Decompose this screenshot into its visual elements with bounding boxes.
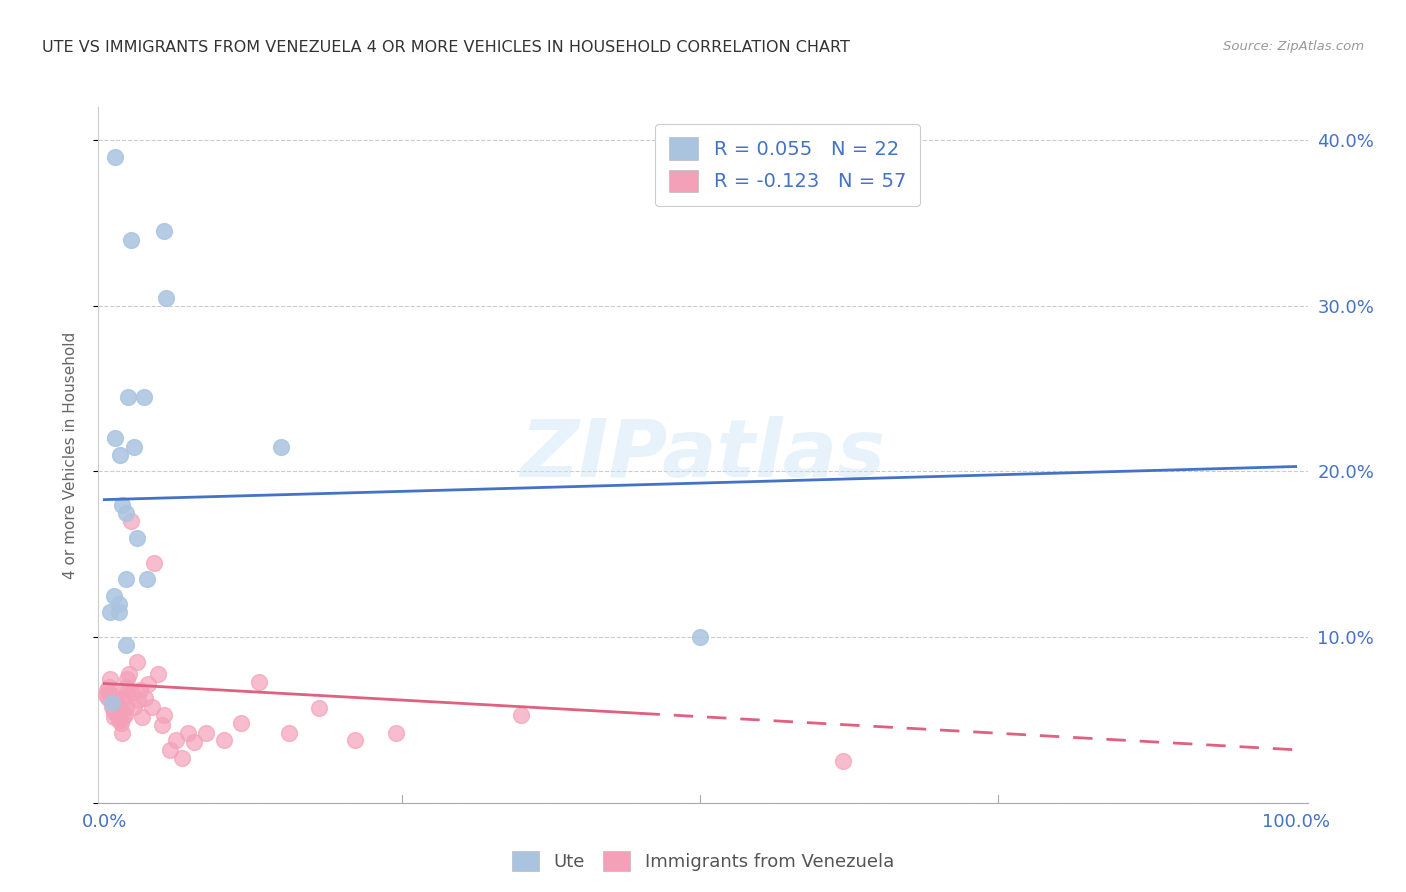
Point <box>120 514 142 528</box>
Point <box>114 699 136 714</box>
Point <box>129 683 152 698</box>
Point <box>159 743 181 757</box>
Point <box>105 693 128 707</box>
Point <box>136 572 159 586</box>
Point <box>114 680 136 694</box>
Point <box>155 291 177 305</box>
Point <box>343 732 366 747</box>
Point <box>131 709 153 723</box>
Point <box>104 431 127 445</box>
Point <box>97 691 120 706</box>
Text: UTE VS IMMIGRANTS FROM VENEZUELA 4 OR MORE VEHICLES IN HOUSEHOLD CORRELATION CHA: UTE VS IMMIGRANTS FROM VENEZUELA 4 OR MO… <box>42 40 851 55</box>
Point <box>134 691 156 706</box>
Point <box>114 506 136 520</box>
Point <box>117 390 139 404</box>
Point <box>100 688 122 702</box>
Point <box>194 726 217 740</box>
Point <box>107 699 129 714</box>
Point <box>132 390 155 404</box>
Point <box>103 709 125 723</box>
Point <box>107 605 129 619</box>
Point <box>122 699 145 714</box>
Y-axis label: 4 or more Vehicles in Household: 4 or more Vehicles in Household <box>63 331 77 579</box>
Point <box>120 233 142 247</box>
Point <box>832 755 855 769</box>
Point <box>183 734 205 748</box>
Point <box>103 705 125 719</box>
Point <box>94 688 117 702</box>
Point <box>153 708 176 723</box>
Point <box>104 699 127 714</box>
Point <box>114 708 136 723</box>
Point <box>212 732 235 747</box>
Point <box>153 224 176 238</box>
Point <box>103 589 125 603</box>
Legend: Ute, Immigrants from Venezuela: Ute, Immigrants from Venezuela <box>505 844 901 879</box>
Point <box>146 666 169 681</box>
Point <box>150 718 173 732</box>
Point <box>118 666 141 681</box>
Point <box>107 697 129 711</box>
Point <box>270 440 292 454</box>
Point <box>114 572 136 586</box>
Point <box>98 605 121 619</box>
Point <box>105 705 128 719</box>
Point <box>138 676 160 690</box>
Point <box>108 705 131 719</box>
Point <box>111 726 134 740</box>
Point <box>111 498 134 512</box>
Point <box>100 699 122 714</box>
Point <box>385 726 408 740</box>
Point <box>308 701 330 715</box>
Point <box>141 699 163 714</box>
Point <box>98 672 121 686</box>
Point <box>114 639 136 653</box>
Point <box>170 751 193 765</box>
Point <box>125 531 148 545</box>
Point <box>107 713 129 727</box>
Point <box>100 697 122 711</box>
Point <box>115 672 138 686</box>
Point <box>110 716 132 731</box>
Point <box>111 691 134 706</box>
Point <box>127 693 149 707</box>
Point <box>247 674 270 689</box>
Point <box>117 683 139 698</box>
Point <box>510 708 533 723</box>
Point <box>143 556 166 570</box>
Point <box>121 685 143 699</box>
Legend: R = 0.055   N = 22, R = -0.123   N = 57: R = 0.055 N = 22, R = -0.123 N = 57 <box>655 124 920 205</box>
Point <box>112 709 135 723</box>
Text: Source: ZipAtlas.com: Source: ZipAtlas.com <box>1223 40 1364 54</box>
Point <box>177 726 200 740</box>
Point <box>165 732 187 747</box>
Point <box>689 630 711 644</box>
Point <box>107 597 129 611</box>
Point <box>278 726 301 740</box>
Point <box>125 655 148 669</box>
Point <box>122 440 145 454</box>
Point <box>108 713 131 727</box>
Text: ZIPatlas: ZIPatlas <box>520 416 886 494</box>
Point <box>231 716 253 731</box>
Point <box>108 448 131 462</box>
Point <box>98 680 121 694</box>
Point <box>101 697 124 711</box>
Point <box>104 150 127 164</box>
Point <box>96 683 118 698</box>
